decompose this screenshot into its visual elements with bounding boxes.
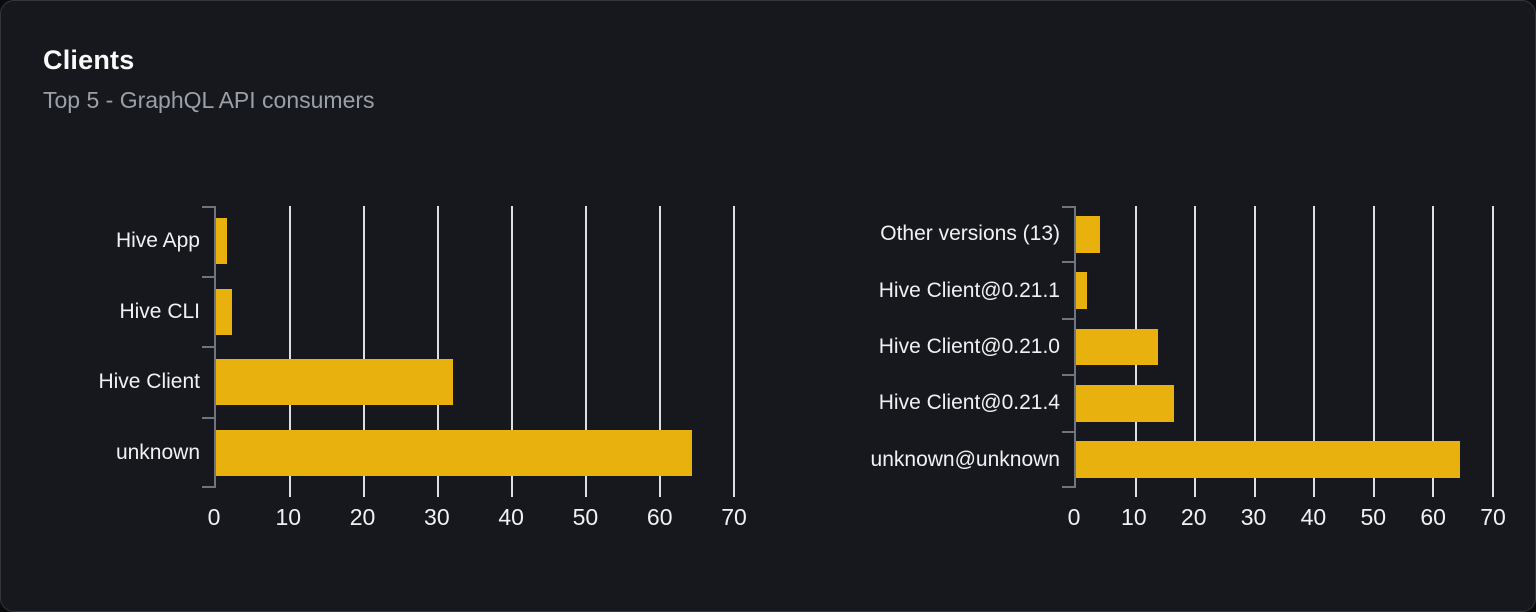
plot-area [1062, 206, 1494, 497]
category-label: Hive Client@0.21.1 [878, 278, 1060, 302]
gridline [1432, 206, 1435, 497]
y-axis-tick [1062, 317, 1074, 320]
gridline [437, 206, 439, 497]
gridline [1313, 206, 1316, 497]
x-axis: 0 10 20 30 40 50 60 70 [208, 488, 747, 540]
gridline [1372, 206, 1375, 497]
x-axis-row: 0 10 20 30 40 50 60 70 [822, 488, 1506, 540]
x-tick-label: 30 [424, 504, 450, 530]
x-tick-label: 0 [1067, 504, 1081, 530]
clients-by-version-chart: Other versions (13) Hive Client@0.21.1 Hiv… [822, 206, 1506, 540]
gridline [1194, 206, 1197, 497]
gridline [510, 206, 513, 497]
x-tick-label: 70 [721, 504, 747, 530]
x-tick-label: 20 [1180, 504, 1207, 530]
gridline [733, 206, 735, 497]
y-axis-tick [202, 416, 214, 419]
card-subtitle: Top 5 - GraphQL API consumers [43, 87, 375, 113]
y-axis-labels: Hive App Hive CLI Hive Client unknown [61, 206, 214, 488]
bar[interactable] [1076, 272, 1087, 309]
y-axis-tick [1062, 206, 1074, 208]
gridline [659, 206, 661, 497]
bar[interactable] [216, 218, 228, 265]
card-header: Clients Top 5 - GraphQL API consumers [1, 1, 1535, 114]
x-tick-label: 60 [1420, 504, 1446, 530]
y-axis-tick [202, 486, 214, 488]
category-label: Hive CLI [119, 299, 200, 323]
x-tick-label: 10 [1121, 504, 1147, 530]
x-axis: 0 10 20 30 40 50 60 70 [1068, 488, 1506, 540]
chart-body: Hive App Hive CLI Hive Client unknown [61, 206, 735, 497]
clients-by-name-chart: Hive App Hive CLI Hive Client unknown 0 10 20… [61, 206, 747, 540]
bar[interactable] [216, 359, 453, 406]
x-tick-label: 70 [1480, 504, 1506, 530]
x-tick-label: 20 [349, 504, 376, 530]
axis-spacer [822, 488, 1074, 540]
category-label: Hive App [115, 229, 200, 253]
bar[interactable] [1076, 441, 1460, 479]
x-tick-label: 30 [1240, 504, 1267, 530]
y-axis-labels: Other versions (13) Hive Client@0.21.1 Hiv… [822, 206, 1074, 488]
category-label: Other versions (13) [880, 222, 1060, 246]
gridline [1253, 206, 1256, 497]
category-label: unknown@unknown [870, 447, 1060, 471]
axis-spacer [61, 488, 214, 540]
x-tick-label: 0 [207, 504, 221, 530]
y-axis-tick [1062, 374, 1074, 377]
bar[interactable] [1076, 328, 1159, 366]
gridline [585, 206, 587, 497]
x-tick-label: 10 [275, 504, 302, 530]
card-title: Clients [43, 45, 135, 75]
bar[interactable] [216, 429, 692, 476]
y-axis-tick [202, 206, 214, 208]
y-axis-tick [202, 275, 214, 278]
x-axis-row: 0 10 20 30 40 50 60 70 [61, 488, 747, 540]
plot-area [202, 206, 735, 497]
bar[interactable] [216, 288, 233, 335]
x-tick-label: 50 [1360, 504, 1387, 530]
bar[interactable] [1076, 385, 1175, 422]
gridline [362, 206, 365, 497]
y-axis-tick [202, 346, 214, 348]
x-tick-label: 50 [572, 504, 599, 530]
gridline [1492, 206, 1494, 497]
category-label: Hive Client [98, 370, 200, 394]
y-axis-tick [1062, 486, 1074, 488]
y-axis-tick [1062, 430, 1074, 433]
category-label: Hive Client@0.21.4 [878, 391, 1060, 415]
x-tick-label: 60 [646, 504, 673, 530]
gridline [288, 206, 291, 497]
chart-body: Other versions (13) Hive Client@0.21.1 Hiv… [822, 206, 1494, 497]
y-axis-tick [1062, 261, 1074, 264]
x-tick-label: 40 [1300, 504, 1327, 530]
category-label: unknown [115, 440, 200, 464]
x-tick-label: 40 [498, 504, 524, 530]
bar[interactable] [1076, 215, 1100, 253]
charts-row: Hive App Hive CLI Hive Client unknown 0 10 20… [1, 206, 1535, 540]
category-label: Hive Client@0.21.0 [878, 335, 1060, 359]
